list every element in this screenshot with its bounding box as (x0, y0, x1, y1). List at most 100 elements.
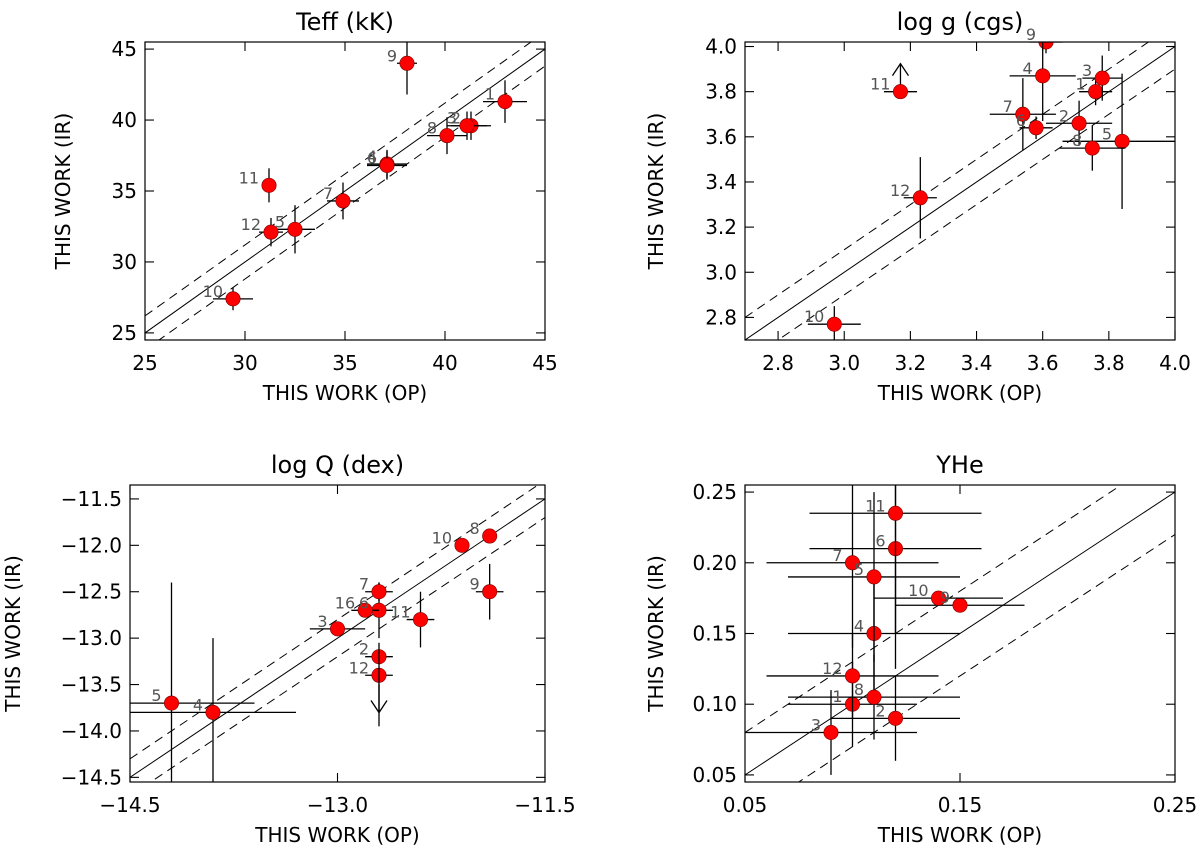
y-axis-label: THIS WORK (IR) (644, 555, 668, 713)
point-label: 6 (359, 593, 369, 612)
point-label: 10 (804, 307, 824, 326)
x-tick-label: −11.5 (514, 793, 575, 817)
point-label: 12 (349, 658, 369, 677)
data-point-9 (475, 563, 504, 620)
y-tick-label: −13.5 (61, 673, 122, 697)
data-marker (844, 555, 860, 571)
y-tick-label: 2.8 (705, 305, 737, 329)
identity-line (745, 46, 1175, 340)
x-tick-label: 3.4 (961, 351, 993, 375)
x-tick-label: 45 (532, 351, 557, 375)
point-label: 7 (1003, 97, 1013, 116)
chart-title: log g (cgs) (897, 8, 1024, 36)
data-point-2 (1046, 100, 1113, 146)
point-label: 12 (241, 215, 261, 234)
point-label: 12 (890, 181, 910, 200)
point-label: 1 (1075, 75, 1085, 94)
y-tick-label: −11.5 (61, 487, 122, 511)
point-label: 4 (1023, 59, 1033, 78)
point-label: 6 (367, 148, 377, 167)
y-tick-label: 0.10 (692, 692, 737, 716)
data-marker (357, 602, 373, 618)
data-point-11 (883, 62, 917, 100)
point-label: 11 (865, 496, 885, 515)
data-marker (261, 177, 277, 193)
point-label: 4 (854, 617, 864, 636)
y-axis-label: THIS WORK (IR) (51, 113, 75, 271)
data-point-8 (788, 654, 960, 740)
data-point-6 (1019, 116, 1053, 140)
data-marker (1071, 115, 1087, 131)
data-point-10 (874, 590, 1003, 606)
data-marker (826, 316, 842, 332)
data-point-6 (367, 151, 407, 180)
data-marker (1094, 70, 1110, 86)
data-point-5 (130, 582, 255, 782)
data-marker (399, 55, 415, 71)
data-marker (287, 221, 303, 237)
data-point-4 (130, 638, 296, 782)
y-tick-label: 3.2 (705, 215, 737, 239)
data-marker (497, 94, 513, 110)
data-point-limit (370, 642, 388, 727)
chart-title: Teff (kK) (295, 8, 394, 36)
chart-title: YHe (935, 451, 983, 479)
data-point-8 (427, 117, 467, 155)
point-label: 3 (1082, 61, 1092, 80)
x-tick-label: 0.15 (938, 793, 983, 817)
data-marker (164, 695, 180, 711)
identity-line (145, 48, 545, 334)
y-tick-label: −12.0 (61, 533, 122, 557)
y-tick-label: 30 (112, 250, 137, 274)
data-marker (823, 724, 839, 740)
y-tick-label: 40 (112, 108, 137, 132)
data-marker (205, 704, 221, 720)
y-tick-label: 3.0 (705, 260, 737, 284)
point-label: 6 (1016, 111, 1026, 130)
point-label: 1 (832, 687, 842, 706)
data-marker (844, 668, 860, 684)
upper-band-line (145, 42, 532, 317)
point-label: 3 (317, 612, 327, 631)
data-point-7 (989, 78, 1056, 151)
data-marker (379, 157, 395, 173)
point-label: 12 (822, 659, 842, 678)
data-point-7 (327, 182, 359, 220)
data-point-1 (1079, 78, 1113, 106)
y-tick-label: 0.25 (692, 480, 737, 504)
x-tick-label: −14.5 (99, 793, 160, 817)
point-label: 8 (469, 519, 479, 538)
y-tick-label: 4.0 (705, 35, 737, 59)
data-marker (930, 590, 946, 606)
data-marker (1084, 140, 1100, 156)
data-marker (1015, 106, 1031, 122)
lower-band-line (797, 534, 1175, 782)
data-point-9 (895, 597, 1025, 613)
x-tick-label: 3.8 (1093, 351, 1125, 375)
data-marker (952, 597, 968, 613)
x-tick-label: 30 (232, 351, 257, 375)
point-label: 3 (811, 716, 821, 735)
data-marker (887, 710, 903, 726)
limit-arrow-head (370, 700, 388, 714)
data-point-1 (483, 80, 527, 123)
data-point-5 (275, 205, 315, 254)
x-tick-label: 25 (132, 351, 157, 375)
y-tick-label: 35 (112, 179, 137, 203)
point-label: 2 (359, 640, 369, 659)
point-label: 5 (1102, 124, 1112, 143)
point-label: 2 (875, 701, 885, 720)
point-label: 8 (427, 119, 437, 138)
point-label: 11 (239, 168, 259, 187)
point-label: 9 (387, 46, 397, 65)
point-label: 7 (832, 546, 842, 565)
data-point-10 (213, 287, 253, 311)
x-tick-label: −13.0 (307, 793, 368, 817)
point-label: 9 (1026, 25, 1036, 44)
upper-band-line (745, 42, 1150, 318)
y-tick-label: 45 (112, 37, 137, 61)
y-tick-label: 3.4 (705, 170, 737, 194)
